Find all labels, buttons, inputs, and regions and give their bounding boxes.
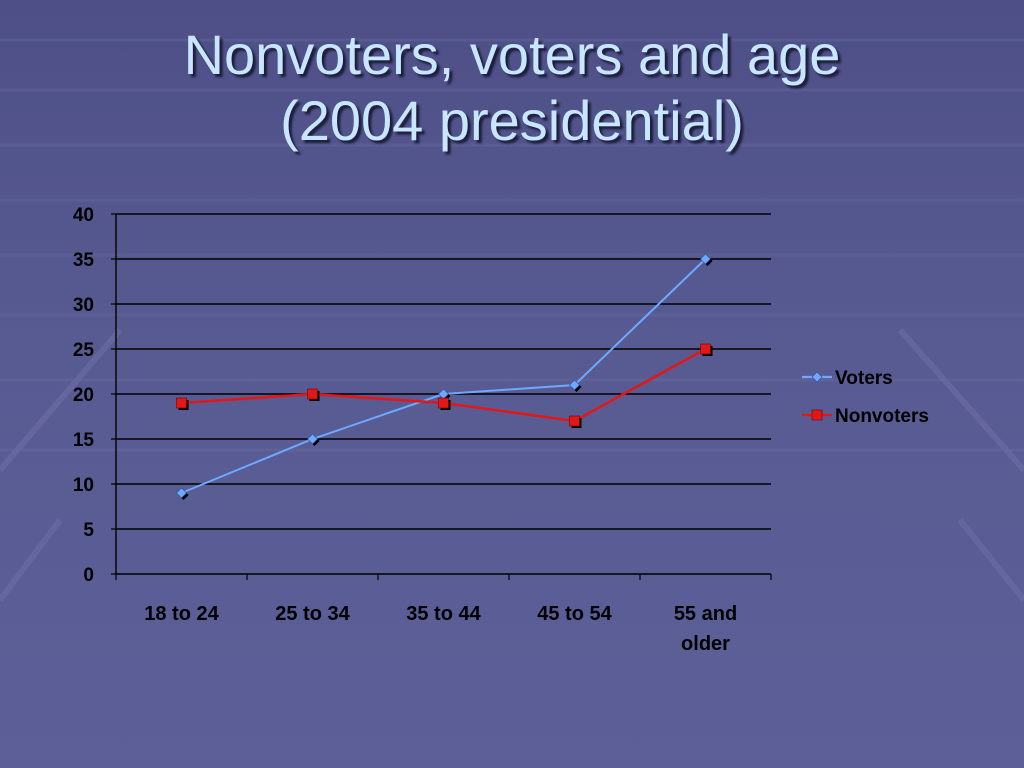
x-tick-label: 55 and older <box>674 603 737 655</box>
data-point-nonvoters <box>700 343 711 355</box>
legend-marker-nonvoters <box>811 409 823 421</box>
series-nonvoters <box>176 343 713 428</box>
title-line-2: (2004 presidential) <box>280 89 744 152</box>
chart-series <box>176 253 713 500</box>
x-tick-label: 18 to 24 <box>144 603 219 625</box>
y-tick-label: 25 <box>73 340 95 361</box>
x-tick-label: 45 to 54 <box>537 603 612 625</box>
x-tick-label: 25 to 34 <box>275 603 350 625</box>
data-point-voters <box>569 379 580 391</box>
data-point-nonvoters <box>569 415 580 427</box>
series-line-voters <box>181 258 707 494</box>
y-tick-label: 40 <box>73 205 94 226</box>
x-tick-label: 35 to 44 <box>406 603 481 625</box>
y-tick-label: 30 <box>73 295 94 316</box>
y-tick-label: 20 <box>73 385 94 406</box>
data-point-voters <box>700 253 711 265</box>
y-tick-label: 15 <box>73 430 95 451</box>
slide-title: Nonvoters, voters and age (2004 presiden… <box>0 22 1024 154</box>
data-point-voters <box>176 487 187 499</box>
legend-label-voters: Voters <box>835 368 893 389</box>
chart-gridlines <box>116 213 771 530</box>
data-point-nonvoters <box>438 397 449 409</box>
x-axis-tick-labels: 18 to 24 25 to 34 35 to 44 45 to 54 55 and ol… <box>144 603 737 655</box>
legend-marker-voters <box>811 371 823 383</box>
chart-axes <box>111 213 772 580</box>
legend-item-voters: Voters <box>802 368 893 389</box>
legend-label-nonvoters: Nonvoters <box>835 406 929 427</box>
y-tick-label: 0 <box>83 565 94 586</box>
series-line-nonvoters <box>181 347 707 423</box>
y-tick-label: 35 <box>73 250 95 271</box>
y-tick-label: 5 <box>83 520 94 541</box>
series-voters <box>176 253 713 500</box>
data-point-nonvoters <box>176 397 187 409</box>
data-point-voters <box>307 433 318 445</box>
y-tick-label: 10 <box>73 475 94 496</box>
chart-legend: Voters Nonvoters <box>802 368 929 427</box>
title-line-1: Nonvoters, voters and age <box>183 23 841 86</box>
data-point-nonvoters <box>307 388 318 400</box>
y-axis-tick-labels: 0 5 10 15 20 25 30 35 40 <box>73 205 95 586</box>
legend-item-nonvoters: Nonvoters <box>802 406 929 427</box>
